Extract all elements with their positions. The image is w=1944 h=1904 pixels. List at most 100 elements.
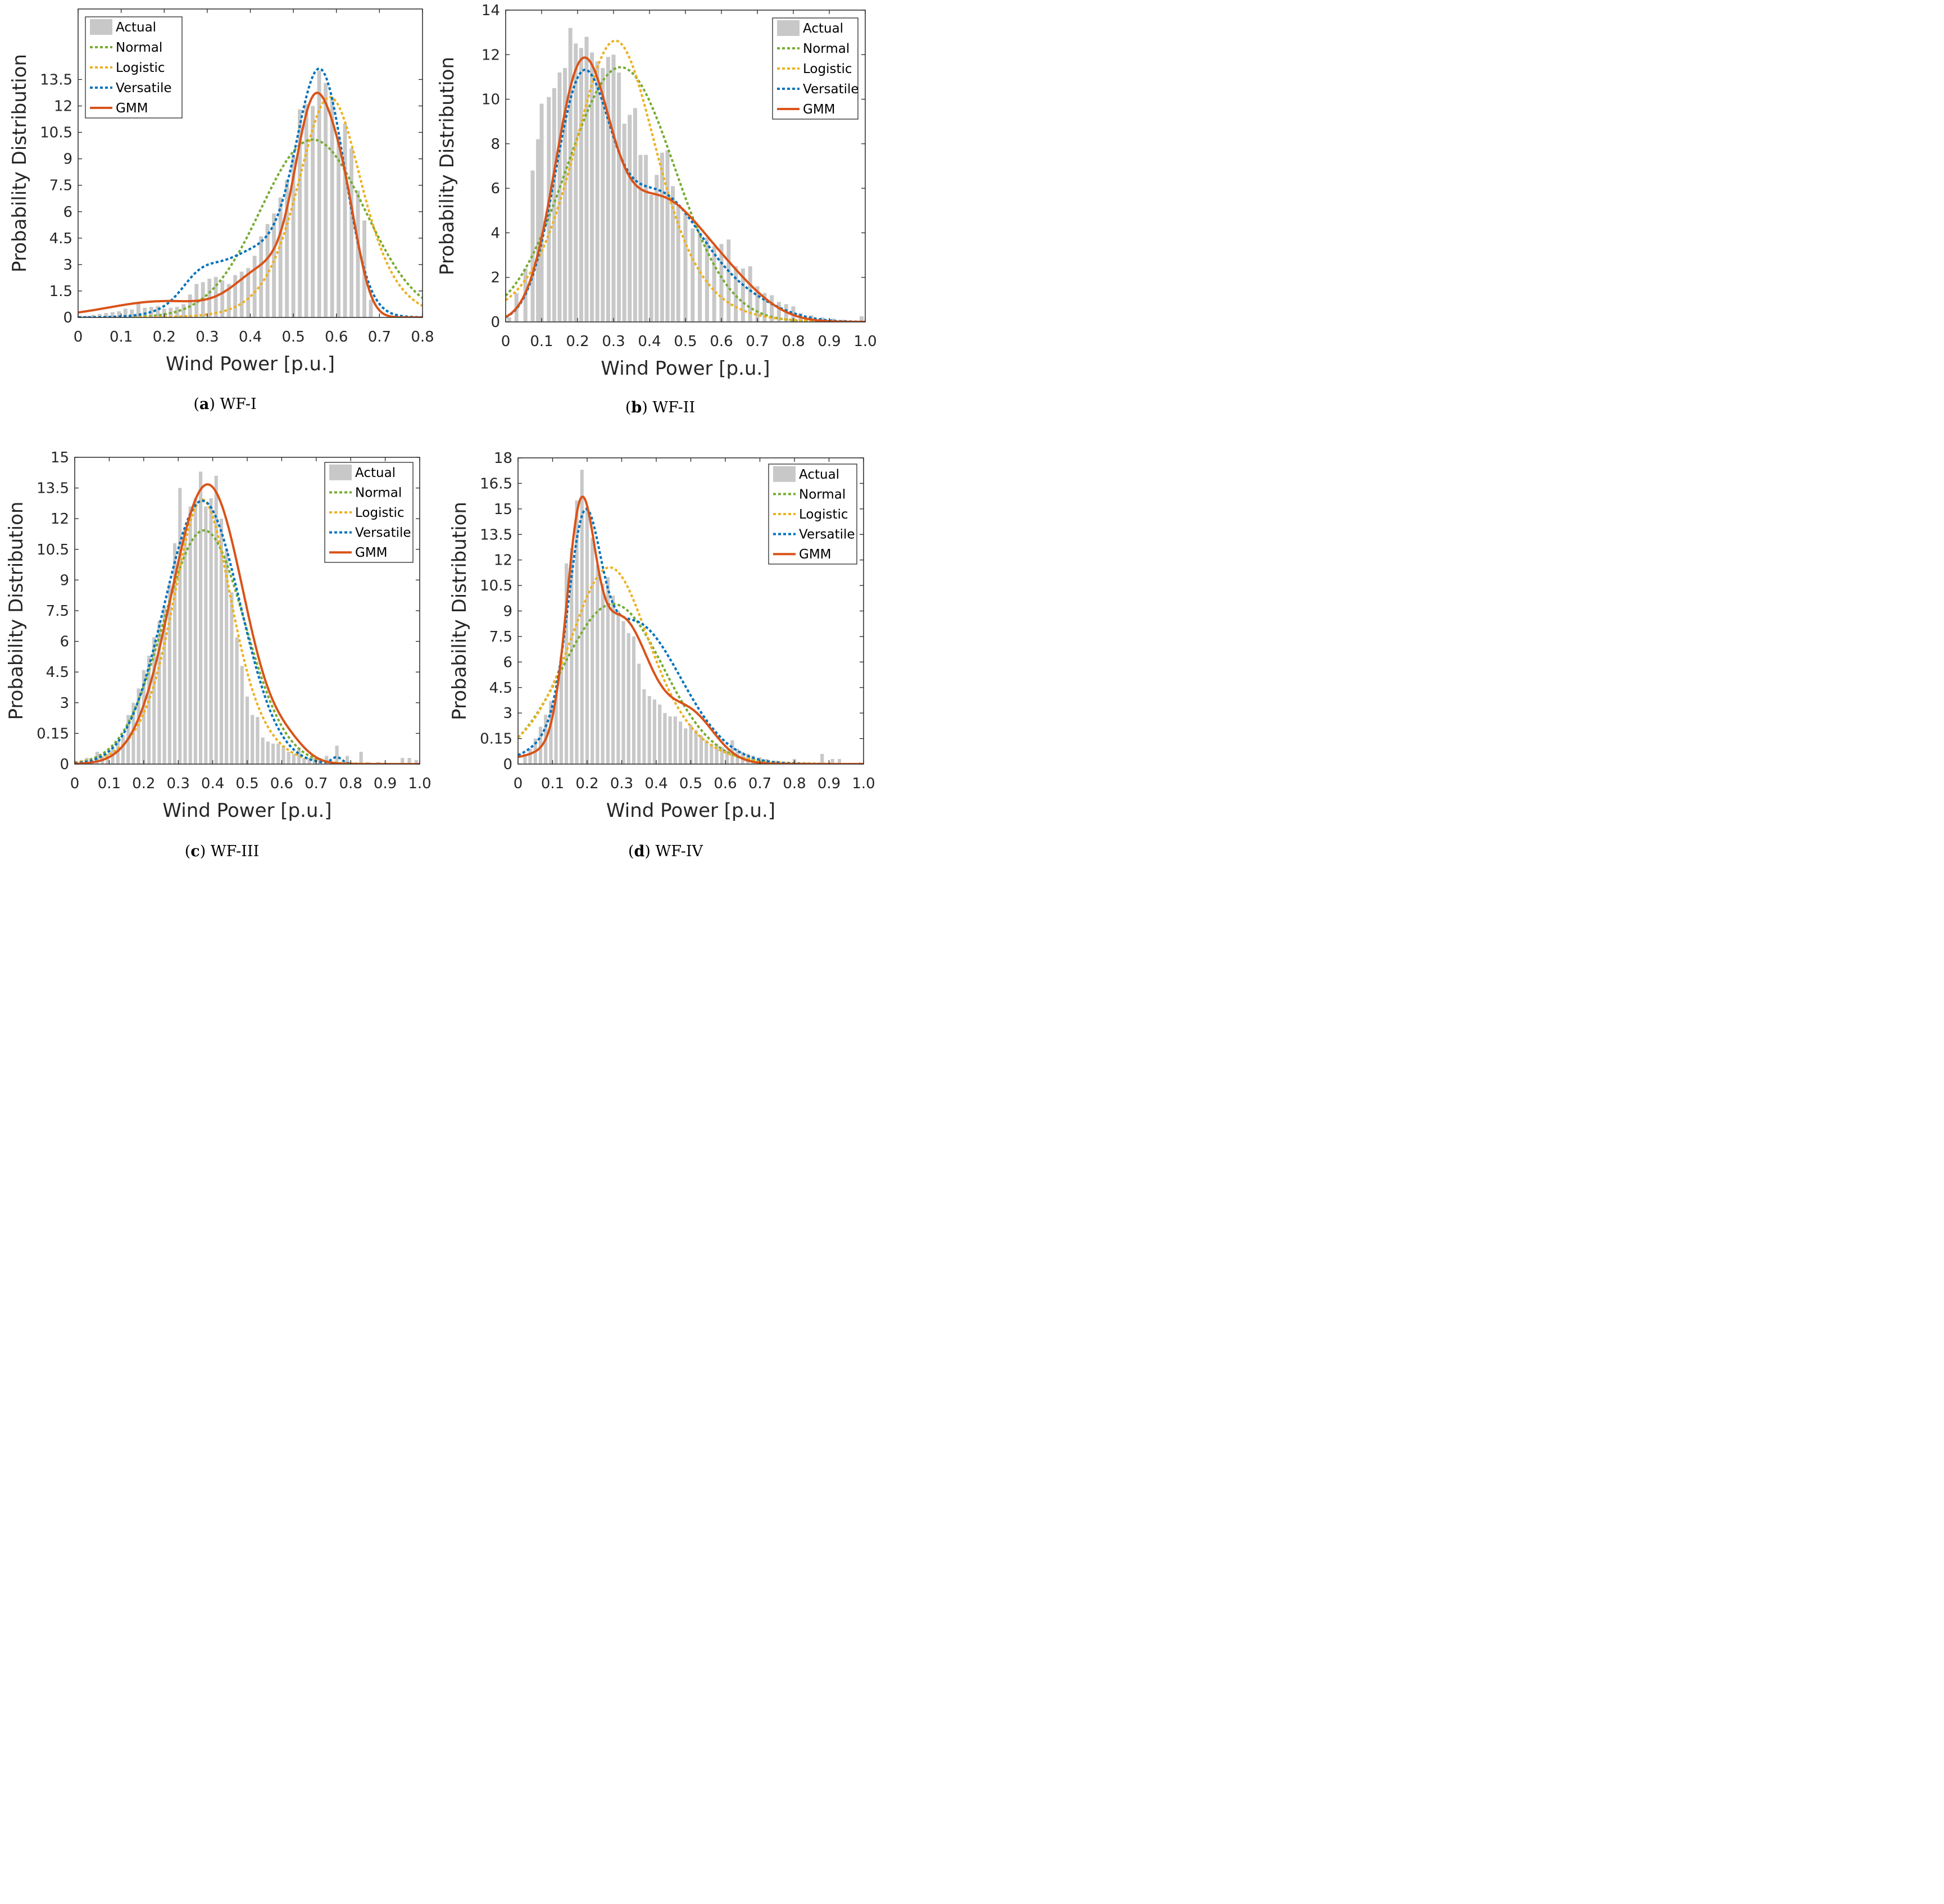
actual-bar <box>579 48 583 322</box>
caption-letter: b <box>631 399 642 416</box>
panel-d: 0 0.1 0.2 0.3 0.4 0.5 0.6 0.7 0.8 0.9 1.0 0 0.15 3 4.5… <box>448 450 875 860</box>
actual-bar <box>219 519 224 764</box>
actual-bar <box>734 266 738 322</box>
x-tick-label: 0.5 <box>674 333 697 350</box>
actual-bar <box>297 747 301 764</box>
figure: 0 0.1 0.2 0.3 0.4 0.5 0.6 0.7 0.8 0 1.5 3 4.5 6 7.5 9 10… <box>5 2 877 860</box>
x-tick-label: 0.7 <box>368 329 391 346</box>
x-tick-label: 1.0 <box>852 775 875 792</box>
actual-bar <box>311 106 315 317</box>
actual-bar <box>147 656 151 764</box>
caption-open-paren: ( <box>185 843 191 860</box>
legend: Actual Normal Logistic Versatile GMM <box>324 462 414 563</box>
actual-bar <box>117 311 121 317</box>
actual-bar <box>705 740 708 764</box>
actual-bar <box>694 730 698 764</box>
actual-bar <box>683 212 688 322</box>
series-versatile-line <box>518 508 864 764</box>
actual-bar <box>820 753 824 764</box>
actual-bar <box>565 563 569 764</box>
actual-bar <box>590 52 594 322</box>
y-tick-label: 15 <box>51 449 69 466</box>
x-tick-label: 0.8 <box>411 329 434 346</box>
actual-bar <box>660 152 664 322</box>
actual-bar <box>678 721 683 764</box>
actual-bar <box>684 728 688 764</box>
y-tick-label: 6 <box>503 654 512 671</box>
actual-bar <box>606 57 610 322</box>
actual-bar <box>649 195 653 322</box>
actual-bar <box>256 717 260 764</box>
caption-letter: a <box>199 396 210 413</box>
actual-bar <box>220 280 225 317</box>
legend-label: Normal <box>355 485 402 500</box>
actual-bar <box>559 657 563 764</box>
actual-bar <box>611 596 615 764</box>
x-tick-label: 0.4 <box>638 333 661 350</box>
y-tick-label: 0 <box>60 756 69 773</box>
actual-bar <box>401 758 405 764</box>
x-tick-label: 0.7 <box>746 333 769 350</box>
actual-bar <box>837 758 842 764</box>
actual-bar <box>570 548 574 764</box>
actual-bar <box>278 197 283 317</box>
y-axis-label: Probability Distribution <box>5 502 28 720</box>
y-tick-label: 13.5 <box>480 526 512 543</box>
legend-swatch-actual <box>90 19 112 35</box>
actual-bar <box>720 747 724 764</box>
actual-bar <box>285 180 289 317</box>
actual-bar <box>507 317 511 322</box>
caption-letter: d <box>634 843 644 860</box>
actual-bar <box>528 748 532 764</box>
y-tick-label: 14 <box>482 2 500 19</box>
caption-open-paren: ( <box>628 843 634 860</box>
x-tick-label: 0.2 <box>153 329 176 346</box>
actual-bar <box>251 715 255 764</box>
legend-label: GMM <box>803 102 835 117</box>
actual-bar <box>621 621 625 764</box>
y-tick-label: 1.5 <box>49 283 72 300</box>
x-tick-label: 0 <box>74 329 83 346</box>
x-tick-label: 0.3 <box>167 775 190 792</box>
caption-open-paren: ( <box>625 399 632 416</box>
caption-close-paren: ) <box>209 396 220 413</box>
x-tick-label: 0.2 <box>566 333 589 350</box>
actual-bar <box>633 108 637 322</box>
actual-bar <box>554 694 558 764</box>
actual-bar <box>188 506 192 764</box>
caption-open-paren: ( <box>193 396 199 413</box>
actual-bar <box>84 315 89 317</box>
x-tick-label: 0 <box>501 333 511 350</box>
x-tick-label: 0 <box>514 775 523 792</box>
legend-label: GMM <box>355 546 388 560</box>
actual-bar <box>325 756 329 764</box>
legend-swatch-actual <box>773 466 796 482</box>
actual-bar <box>414 760 418 764</box>
x-tick-label: 0.4 <box>239 329 262 346</box>
y-tick-label: 9 <box>60 572 69 589</box>
x-tick-label: 0.1 <box>541 775 564 792</box>
actual-bar <box>755 286 760 322</box>
actual-bar <box>601 68 605 322</box>
actual-bar <box>642 689 646 764</box>
y-tick-label: 4 <box>490 225 500 242</box>
actual-bar <box>585 507 589 764</box>
y-tick-label: 3 <box>63 257 72 274</box>
actual-bar <box>209 498 213 764</box>
actual-bar <box>575 500 579 764</box>
legend-label: Logistic <box>803 62 852 76</box>
actual-bar <box>668 716 672 764</box>
actual-bar <box>538 726 543 764</box>
actual-bar <box>252 256 257 317</box>
y-tick-label: 12 <box>51 511 69 528</box>
y-tick-label: 3 <box>503 705 512 722</box>
actual-bar <box>539 103 544 322</box>
actual-bar <box>658 705 662 764</box>
actual-bar <box>549 701 553 764</box>
y-tick-label: 12 <box>494 552 512 569</box>
actual-bar <box>699 735 703 764</box>
actual-bar <box>523 753 527 764</box>
actual-bar <box>343 123 347 317</box>
x-axis-label: Wind Power [p.u.] <box>166 353 335 375</box>
actual-bar <box>167 584 171 764</box>
